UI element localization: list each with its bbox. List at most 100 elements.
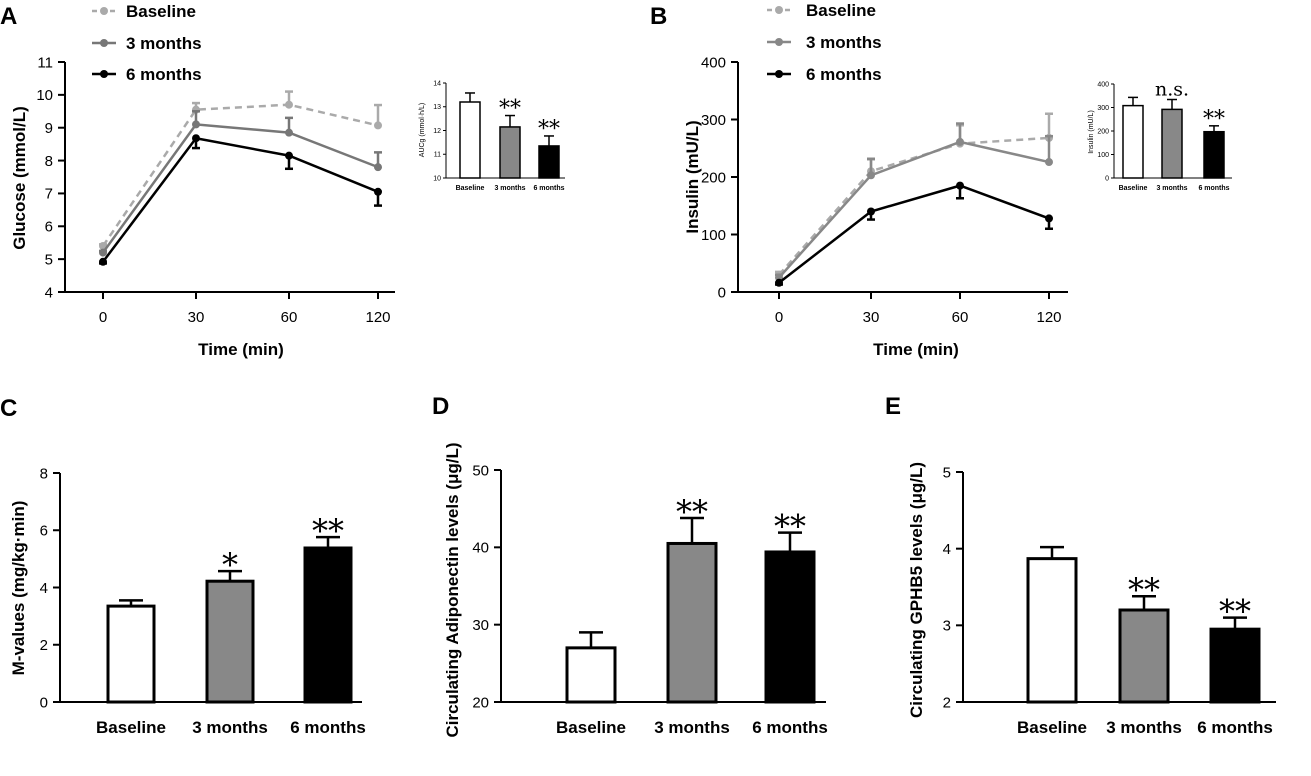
y-axis-title-glucose: Glucose (mmol/L) <box>10 106 29 250</box>
panel-a-legend-label: 3 months <box>126 34 202 53</box>
panel-letter-a: A <box>0 3 17 30</box>
inset-b-significance-label: n.s. <box>1155 79 1189 101</box>
panel-d-bar <box>764 550 816 704</box>
panel-e-y-tick-label: 4 <box>943 541 951 558</box>
inset-a-y-tick-label: 10 <box>433 175 441 182</box>
panel-b-y-tick-label: 200 <box>701 169 726 186</box>
panel-b-legend-swatch-marker <box>775 6 783 14</box>
panel-c-y-tick-label: 2 <box>40 637 48 654</box>
panel-c-category-label: Baseline <box>96 718 166 737</box>
inset-y-title-insulin: Insulin (mU/L) <box>1088 110 1095 154</box>
bar-plot-gphb5: 2 3 4 5 Baseline 3 months ** 6 months ** <box>943 464 1276 737</box>
panel-b-x-tick-label: 0 <box>775 309 783 326</box>
panel-a-data-point <box>99 248 107 257</box>
panel-b-series-line-1 <box>778 140 1050 279</box>
panel-c-y-tick-label: 0 <box>40 694 48 711</box>
panel-b-x-tick-label: 120 <box>1036 309 1061 326</box>
inset-bar-insulin: 0 100 200 300 400 Baseline 3 months n.s. 6 month… <box>1097 79 1232 192</box>
panel-e-y-tick-label: 5 <box>943 464 951 481</box>
panel-a-series-line-1 <box>101 123 379 254</box>
panel-letter-c: C <box>0 395 17 422</box>
y-axis-title-m-values: M-values (mg/kg·min) <box>9 501 28 676</box>
inset-b-category-label: Baseline <box>1119 185 1148 192</box>
panel-a-data-point <box>285 128 293 137</box>
line-plot-insulin: 0 100 200 300 400 0 30 60 120 <box>701 54 1068 326</box>
panel-b-x-tick-label: 60 <box>952 309 969 326</box>
panel-a-data-point <box>285 100 293 109</box>
inset-b-category-label: 3 months <box>1156 185 1187 192</box>
inset-a-bar <box>459 101 481 179</box>
panel-d-category-label: 3 months <box>654 718 730 737</box>
panel-a-x-tick-label: 30 <box>188 309 205 326</box>
panel-a-series-2 <box>99 134 382 266</box>
panel-c-y-tick-label: 6 <box>40 523 48 540</box>
inset-y-title-aucg: AUCg (mmol·h/L) <box>419 103 426 157</box>
bar-plot-m-values: 0 2 4 6 8 Baseline 3 months * 6 months ** <box>40 465 366 737</box>
panel-b-data-point <box>956 181 964 190</box>
inset-b-y-tick-label: 200 <box>1097 128 1109 135</box>
panel-e-y-tick-label: 3 <box>943 618 951 635</box>
panel-b-y-tick-label: 300 <box>701 112 726 129</box>
panel-a: A Baseline 3 months 6 months 4 5 6 7 8 9 10 11 0 30… <box>0 2 565 359</box>
panel-b-data-point <box>956 137 964 146</box>
panel-e-category-label: 6 months <box>1197 718 1273 737</box>
y-axis-title-gphb5: Circulating GPHB5 levels (μg/L) <box>907 462 926 718</box>
panel-d: D 20 30 40 50 Baseline 3 months ** 6 months ** C… <box>432 393 828 738</box>
panel-a-y-tick-label: 5 <box>45 251 53 268</box>
inset-a-category-label: 6 months <box>533 185 564 192</box>
panel-b-legend-swatch-marker <box>775 70 783 78</box>
inset-a-significance-label: ** <box>538 117 560 142</box>
panel-a-data-point <box>374 187 382 196</box>
panel-c-y-tick-label: 8 <box>40 465 48 482</box>
panel-e-significance-label: ** <box>1219 593 1251 631</box>
inset-a-bar <box>538 145 560 179</box>
panel-a-data-point <box>374 121 382 130</box>
legend-panel-b: Baseline 3 months 6 months <box>767 1 882 84</box>
inset-a-y-tick-label: 11 <box>434 152 441 159</box>
bar-plot-adiponectin: 20 30 40 50 Baseline 3 months ** 6 months ** <box>472 462 827 737</box>
panel-a-x-tick-label: 60 <box>281 309 298 326</box>
panel-a-data-point <box>192 134 200 143</box>
panel-a-series-line-2 <box>102 136 379 263</box>
panel-b-series-2 <box>775 181 1053 287</box>
panel-a-y-tick-label: 10 <box>36 87 53 104</box>
panel-a-legend-swatch-marker <box>100 70 108 78</box>
inset-a-y-tick-label: 14 <box>433 80 441 87</box>
panel-e-bar <box>1118 608 1170 704</box>
inset-a-category-label: 3 months <box>494 185 525 192</box>
panel-letter-d: D <box>432 393 449 420</box>
panel-d-y-tick-label: 30 <box>472 617 489 634</box>
panel-c-bar <box>303 546 353 704</box>
panel-a-x-tick-label: 120 <box>365 309 390 326</box>
panel-d-category-label: Baseline <box>556 718 626 737</box>
panel-d-bar <box>666 541 718 704</box>
panel-a-legend-swatch-marker <box>100 39 108 47</box>
panel-e-category-label: Baseline <box>1017 718 1087 737</box>
panel-a-y-tick-label: 9 <box>45 120 53 137</box>
panel-b-y-tick-label: 100 <box>701 227 726 244</box>
panel-b-y-tick-label: 400 <box>701 54 726 71</box>
panel-b-data-point <box>775 278 783 287</box>
inset-a-y-tick-label: 13 <box>433 104 441 111</box>
panel-a-data-point <box>374 163 382 172</box>
panel-e-significance-label: ** <box>1128 571 1160 609</box>
panel-b-data-point <box>1045 214 1053 223</box>
panel-b-legend-label: 3 months <box>806 33 882 52</box>
panel-a-data-point <box>192 120 200 129</box>
inset-a-category-label: Baseline <box>456 185 485 192</box>
legend-panel-a: Baseline 3 months 6 months <box>92 2 202 84</box>
panel-b-data-point <box>867 171 875 180</box>
panel-a-y-tick-label: 8 <box>45 153 53 170</box>
panel-b-x-tick-label: 30 <box>863 309 880 326</box>
panel-c-bar <box>106 604 156 704</box>
panel-c: C 0 2 4 6 8 Baseline 3 months * 6 months ** M-val… <box>0 395 366 737</box>
panel-c-category-label: 3 months <box>192 718 268 737</box>
panel-c-significance-label: ** <box>312 512 344 550</box>
panel-d-bar <box>565 646 617 704</box>
panel-b-y-tick-label: 0 <box>718 284 726 301</box>
panel-letter-e: E <box>885 393 901 420</box>
panel-b-data-point <box>867 207 875 216</box>
panel-d-significance-label: ** <box>774 508 806 546</box>
panel-e-bar <box>1209 627 1261 704</box>
